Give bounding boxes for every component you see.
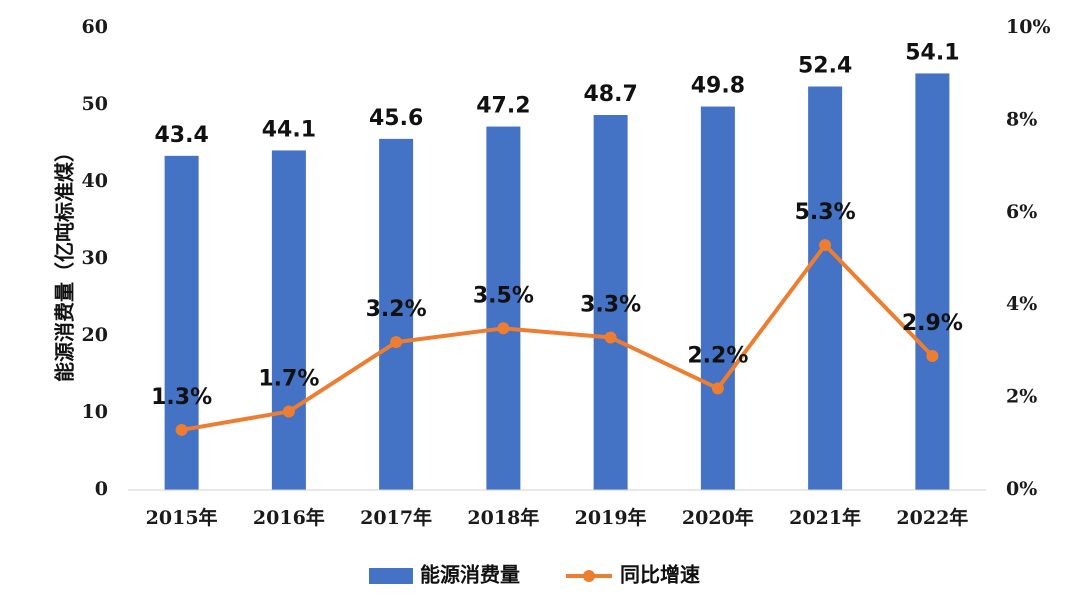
right-tick-2: 2% [1006, 386, 1037, 408]
line-point-2 [282, 405, 295, 418]
line-point-7 [819, 239, 832, 252]
x-tick-1: 2015年 [146, 506, 218, 529]
right-tick-4: 6% [1006, 201, 1037, 223]
right-axis-ticks: 0% 2% 4% 6% 8% 10% [1006, 16, 1051, 500]
left-tick-30: 30 [82, 247, 108, 269]
bar-3 [379, 138, 414, 490]
line-value-label-8: 2.9% [902, 311, 963, 336]
left-tick-40: 40 [82, 170, 108, 192]
line-value-label-2: 1.7% [258, 366, 319, 391]
line-value-label-1: 1.3% [151, 385, 212, 410]
legend-label-growth: 同比增速 [620, 563, 700, 587]
line-point-1 [175, 423, 188, 436]
bar-value-label-8: 54.1 [905, 40, 959, 65]
bar-4 [486, 126, 521, 490]
bar-2 [271, 150, 306, 490]
bar-value-label-6: 49.8 [691, 74, 745, 99]
line-value-label-3: 3.2% [366, 297, 427, 322]
line-point-5 [604, 331, 617, 344]
bar-value-label-4: 47.2 [476, 94, 530, 119]
bar-value-label-1: 43.4 [154, 123, 208, 148]
right-tick-1: 0% [1006, 478, 1037, 500]
line-point-6 [711, 382, 724, 395]
x-tick-6: 2020年 [682, 506, 754, 529]
left-tick-20: 20 [82, 324, 108, 346]
x-tick-8: 2022年 [896, 506, 968, 529]
left-tick-0: 0 [95, 478, 108, 500]
bar-8 [915, 73, 950, 491]
bar-value-label-5: 48.7 [583, 82, 637, 107]
left-axis-ticks: 0 10 20 30 40 50 60 [82, 16, 108, 500]
legend: 能源消费量 同比增速 [369, 563, 700, 587]
x-tick-5: 2019年 [575, 506, 647, 529]
right-tick-5: 8% [1006, 108, 1037, 130]
data-labels-layer: 43.4 44.1 45.6 47.2 48.7 49.8 52.4 54.1 1.3% 1.7%… [151, 40, 963, 410]
bar-6 [700, 106, 735, 490]
line-point-4 [497, 322, 510, 335]
line-value-label-7: 5.3% [795, 200, 856, 225]
legend-bar-swatch [369, 568, 413, 584]
bar-value-label-3: 45.6 [369, 106, 423, 131]
bars-layer [164, 73, 950, 491]
bar-5 [593, 115, 628, 490]
growth-line [181, 243, 934, 432]
line-value-label-5: 3.3% [580, 293, 641, 318]
x-axis-ticks: 2015年 2016年 2017年 2018年 2019年 2020年 2021年 2022年 [146, 506, 969, 529]
line-value-label-4: 3.5% [473, 283, 534, 308]
bar-value-label-7: 52.4 [798, 54, 852, 79]
x-tick-4: 2018年 [467, 506, 539, 529]
x-tick-7: 2021年 [789, 506, 861, 529]
x-tick-3: 2017年 [360, 506, 432, 529]
legend-label-energy: 能源消费量 [420, 563, 520, 587]
right-tick-3: 4% [1006, 293, 1037, 315]
bar-7 [808, 86, 843, 491]
left-tick-50: 50 [82, 93, 108, 115]
left-tick-60: 60 [82, 16, 108, 38]
line-layer [175, 239, 939, 436]
bar-1 [164, 155, 199, 490]
y-axis-title: 能源消费量（亿吨标准煤） [53, 142, 77, 382]
x-tick-2: 2016年 [253, 506, 325, 529]
line-value-label-6: 2.2% [687, 343, 748, 368]
bar-value-label-2: 44.1 [262, 117, 316, 142]
line-point-3 [390, 336, 403, 349]
legend-line-marker [583, 570, 595, 582]
line-point-8 [926, 350, 939, 363]
left-tick-10: 10 [82, 401, 108, 423]
right-tick-6: 10% [1006, 16, 1051, 38]
